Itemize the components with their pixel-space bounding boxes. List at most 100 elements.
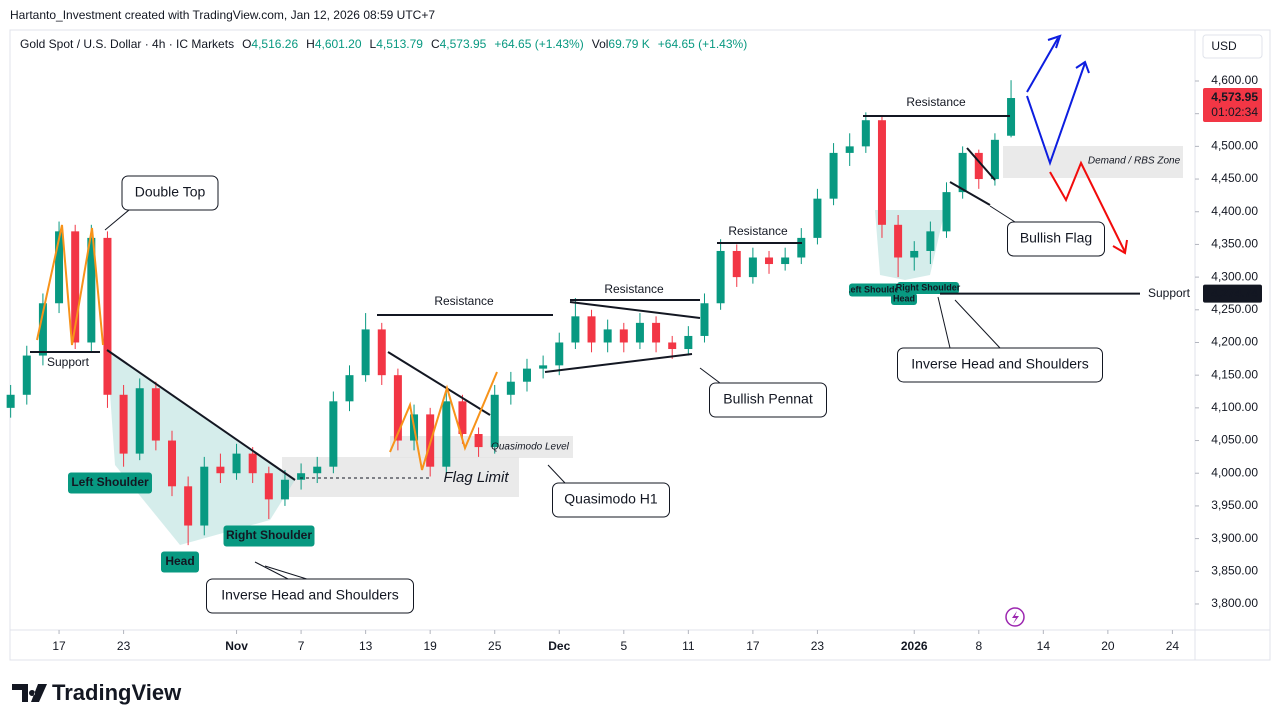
last-price-label: 4,573.95	[1211, 90, 1258, 104]
currency: USD	[1211, 39, 1237, 53]
candle-body	[652, 322, 661, 343]
annotation-label: Head	[165, 554, 194, 568]
flag-path	[389, 371, 498, 471]
annotation-label: Resistance	[604, 282, 664, 296]
annotation: Quasimodo Level	[491, 442, 570, 453]
legend-item: L	[370, 37, 377, 51]
annotation-label: Support	[47, 355, 90, 369]
candle-body	[168, 440, 177, 487]
brand: TradingView	[52, 680, 182, 705]
candle-body	[958, 152, 967, 193]
annotation: Flag Limit	[443, 469, 509, 486]
candle-body	[474, 434, 483, 448]
candle-body	[781, 257, 790, 265]
annotation-label: Right Shoulder	[226, 528, 312, 542]
y-tick-label: 4,100.00	[1211, 400, 1258, 414]
candle-body	[926, 231, 935, 251]
x-tick-label: Dec	[548, 639, 570, 653]
candle-body	[797, 237, 806, 258]
x-tick-label: 23	[811, 639, 825, 653]
y-tick-label: 4,250.00	[1211, 302, 1258, 316]
legend-item: 4,516.26	[251, 37, 298, 51]
annotation: Left Shoulder	[845, 283, 903, 297]
candle-body	[877, 120, 886, 225]
x-tick-label: 11	[682, 639, 695, 653]
candle-body	[22, 355, 31, 395]
candle-body	[571, 316, 580, 343]
x-tick-label: 7	[298, 639, 305, 653]
annotation: Demand / RBS Zone	[1088, 156, 1181, 167]
candle-body	[248, 453, 257, 474]
annotation: Support	[47, 355, 90, 369]
annotation-label: Left Shoulder	[845, 284, 903, 294]
currency-button[interactable]	[1202, 34, 1263, 59]
callout-box	[121, 175, 219, 211]
candle-body	[232, 453, 241, 474]
candle-body	[522, 368, 531, 382]
y-tick-label: 3,900.00	[1211, 531, 1258, 545]
annotation-label: Resistance	[906, 95, 966, 109]
candle-body	[668, 342, 677, 350]
flag-limit-zone	[282, 457, 519, 497]
projection-up	[1026, 37, 1059, 93]
last-price-tag	[1203, 88, 1262, 123]
candle-body	[603, 329, 612, 343]
annotation-label: Inverse Head and Shoulders	[911, 356, 1088, 372]
badge	[891, 293, 917, 305]
countdown: 01:02:34	[1211, 105, 1258, 119]
y-tick-label: 3,850.00	[1211, 563, 1258, 577]
drawings	[30, 115, 1010, 481]
symbol-legend: Gold Spot / U.S. Dollar · 4h · IC Market…	[20, 37, 747, 51]
arrow-head	[1047, 34, 1062, 49]
annotation: Quasimodo H1	[552, 482, 670, 518]
y-tick-label: 4,150.00	[1211, 367, 1258, 381]
annotation-label: Right Shoulder	[896, 282, 961, 292]
y-tick-label: 3,800.00	[1211, 596, 1258, 610]
y-tick-label: 4,200.00	[1211, 335, 1258, 349]
arrow-head	[1112, 239, 1128, 255]
candle-body	[87, 237, 96, 343]
annotation-label: Resistance	[434, 294, 494, 308]
annotation: Inverse Head and Shoulders	[206, 578, 414, 614]
y-tick-label: 4,350.00	[1211, 237, 1258, 251]
candle-body	[313, 466, 322, 474]
candle-body	[1007, 98, 1016, 136]
legend-item: Gold Spot / U.S. Dollar · 4h · IC Market…	[20, 37, 234, 51]
annotation-label: Left Shoulder	[71, 475, 149, 489]
annotation: Bullish Flag	[1007, 221, 1105, 257]
candle-body	[700, 303, 709, 336]
flag-line	[949, 181, 991, 206]
candle-body	[119, 394, 128, 454]
annotation: Inverse Head and Shoulders	[897, 347, 1103, 383]
badge	[897, 282, 959, 294]
flag-line	[966, 147, 996, 181]
y-tick-label: 3,950.00	[1211, 498, 1258, 512]
callout-pointers	[104, 204, 1016, 581]
candle-body	[55, 231, 64, 304]
annotation: Left Shoulder	[68, 472, 152, 494]
legend-item: C	[431, 37, 440, 51]
x-tick-label: 19	[423, 639, 437, 653]
pattern-fill	[875, 210, 945, 280]
annotation: Right Shoulder	[223, 525, 315, 547]
annotation-label: Quasimodo H1	[564, 491, 658, 507]
legend-item: 69.79 K	[608, 37, 649, 51]
x-tick-label: 5	[620, 639, 627, 653]
badge	[68, 472, 152, 494]
x-tick-label: 8	[975, 639, 982, 653]
x-tick-label: 14	[1037, 639, 1051, 653]
candle-body	[377, 329, 386, 376]
demand-zone	[1003, 146, 1183, 178]
annotation: Head	[161, 551, 199, 573]
badge	[849, 283, 899, 297]
x-tick-label: 17	[746, 639, 760, 653]
x-tick-label: 13	[359, 639, 373, 653]
candle-body	[490, 394, 499, 448]
support-level-name: Support	[1148, 286, 1191, 300]
candle-body	[635, 322, 644, 343]
brand-logo	[12, 684, 47, 702]
legend-item: 4,601.20	[315, 37, 362, 51]
support-price-tag	[1203, 284, 1262, 303]
callout-box	[1007, 221, 1105, 257]
candle-body	[684, 335, 693, 350]
